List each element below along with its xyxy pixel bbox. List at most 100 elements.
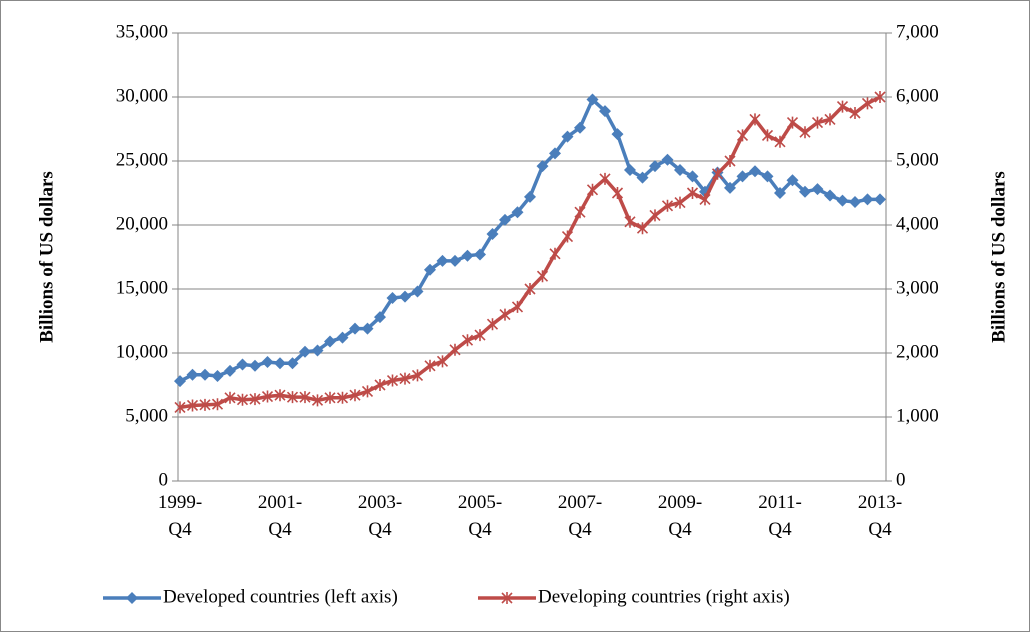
- point: [611, 128, 624, 141]
- point: [361, 385, 374, 398]
- point: [761, 170, 774, 183]
- point: [261, 355, 274, 368]
- point: [399, 290, 411, 303]
- point: [186, 399, 199, 412]
- point: [324, 335, 336, 348]
- point: [824, 113, 836, 126]
- point: [249, 393, 261, 406]
- point: [849, 107, 861, 119]
- point: [399, 372, 411, 385]
- x-tick-label: 2009-Q4: [657, 492, 703, 540]
- point: [461, 249, 474, 262]
- point: [674, 163, 686, 176]
- point: [511, 300, 524, 313]
- point: [524, 190, 536, 203]
- point: [836, 194, 849, 207]
- point: [286, 391, 299, 404]
- point: [574, 121, 586, 134]
- point: [811, 183, 824, 196]
- point: [411, 369, 424, 382]
- point: [686, 170, 699, 183]
- y2-tick-label: 0: [896, 469, 906, 490]
- point: [436, 355, 449, 368]
- point: [536, 160, 549, 173]
- point: [224, 364, 236, 377]
- point: [249, 359, 261, 372]
- point: [786, 174, 799, 187]
- y-tick-label: 35,000: [116, 21, 168, 42]
- point: [574, 206, 586, 219]
- y-tick-label: 15,000: [116, 277, 168, 298]
- series-line: [179, 95, 881, 410]
- legend-label: Developed countries (left axis): [163, 586, 398, 607]
- point: [286, 357, 299, 370]
- point: [511, 206, 524, 219]
- point: [586, 93, 599, 106]
- y-tick-label: 10,000: [116, 341, 168, 362]
- point: [824, 189, 836, 202]
- point: [549, 247, 561, 260]
- x-tick-label: 2007-Q4: [557, 492, 603, 540]
- point: [861, 193, 874, 206]
- point: [724, 155, 736, 167]
- point: [374, 379, 386, 391]
- x-tick-label: 2005-Q4: [457, 492, 503, 540]
- y2-tick-label: 3,000: [896, 277, 939, 298]
- point: [449, 254, 461, 267]
- point: [874, 193, 886, 206]
- y-tick-label: 20,000: [116, 213, 168, 234]
- point: [349, 322, 361, 335]
- point: [474, 329, 486, 342]
- point: [199, 368, 211, 381]
- y2-tick-label: 6,000: [896, 85, 939, 106]
- point: [174, 401, 186, 414]
- point: [211, 398, 224, 411]
- point: [274, 389, 286, 402]
- point: [624, 215, 636, 228]
- point: [236, 393, 249, 406]
- point: [499, 213, 511, 226]
- x-tick-label: 1999-Q4: [157, 492, 203, 540]
- point: [724, 181, 736, 194]
- point: [561, 130, 574, 143]
- point: [636, 171, 649, 184]
- point: [424, 359, 436, 372]
- point: [774, 187, 786, 199]
- point: [536, 270, 549, 283]
- point: [236, 358, 249, 371]
- point: [736, 170, 749, 183]
- x-tick-label: 2011-Q4: [758, 492, 802, 540]
- point: [549, 147, 561, 160]
- point: [499, 308, 511, 321]
- point: [274, 357, 286, 370]
- point: [411, 285, 424, 298]
- y-tick-label: 5,000: [125, 405, 168, 426]
- point: [336, 331, 349, 344]
- point: [461, 334, 474, 347]
- point: [324, 391, 336, 404]
- point: [486, 227, 499, 240]
- point: [299, 391, 311, 404]
- point: [749, 113, 761, 126]
- point: [736, 129, 749, 142]
- series-line: [179, 97, 880, 383]
- point: [686, 187, 699, 199]
- point: [299, 345, 311, 358]
- x-tick-label: 2013-Q4: [857, 492, 903, 540]
- point: [861, 97, 874, 110]
- point: [311, 344, 324, 357]
- point: [211, 370, 224, 383]
- point: [774, 135, 786, 148]
- x-tick-label: 2001-Q4: [257, 492, 303, 540]
- point: [174, 375, 186, 388]
- point: [311, 394, 324, 407]
- point: [699, 193, 711, 206]
- point: [674, 196, 686, 209]
- point: [799, 185, 811, 198]
- point: [636, 222, 649, 235]
- point: [199, 398, 211, 411]
- point: [374, 311, 386, 324]
